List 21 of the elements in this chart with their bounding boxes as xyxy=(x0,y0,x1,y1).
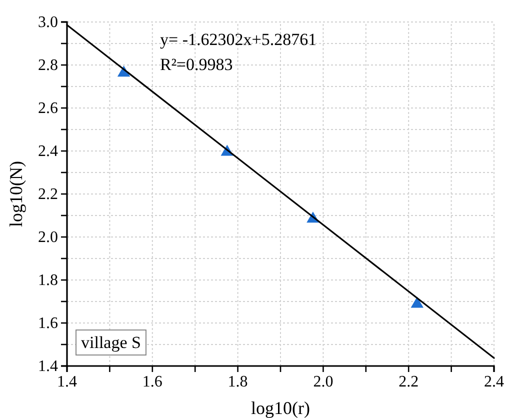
x-tick-label: 2.4 xyxy=(484,373,504,390)
y-tick-label: 2.0 xyxy=(38,229,58,246)
annotation: R²=0.9983 xyxy=(160,55,233,74)
x-axis-title: log10(r) xyxy=(251,398,310,418)
annotation: y= -1.62302x+5.28761 xyxy=(160,30,317,49)
y-tick-label: 2.2 xyxy=(38,186,58,204)
x-tick-label: 2.0 xyxy=(313,373,334,390)
x-tick-label: 1.8 xyxy=(228,373,248,390)
x-tick-label: 1.4 xyxy=(57,373,77,390)
y-tick-label: 1.4 xyxy=(38,358,58,376)
y-tick-label: 2.6 xyxy=(38,100,58,118)
y-axis-title: log10(N) xyxy=(6,161,26,227)
y-tick-label: 2.4 xyxy=(38,143,58,160)
point xyxy=(410,296,424,308)
y-tick-label: 1.6 xyxy=(38,315,58,332)
x-tick-label: 1.6 xyxy=(142,373,162,390)
y-tick-label: 2.8 xyxy=(38,57,58,74)
y-tick-label: 1.8 xyxy=(38,272,58,290)
annotation: village S xyxy=(81,333,141,352)
y-tick-label: 3.0 xyxy=(38,14,58,32)
x-tick-label: 2.2 xyxy=(398,373,419,390)
